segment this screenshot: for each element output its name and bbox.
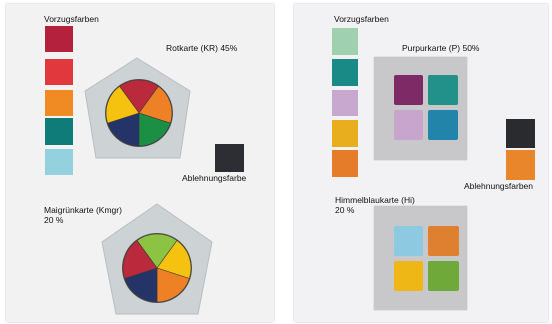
preferred-swatch: [332, 28, 358, 55]
maigreen-card-label: Maigrünkarte (Kmgr): [44, 205, 122, 215]
preferred-swatch: [45, 90, 73, 116]
left-photo-panel: Vorzugsfarben Rotkarte (KR) 45% Ablehnun…: [6, 4, 274, 322]
right-photo-panel: Vorzugsfarben Purpurkarte (P) 50% Ablehn…: [294, 4, 548, 322]
card-tile: [428, 261, 459, 291]
rejected-color-label: Ablehnungsfarbe: [182, 173, 247, 183]
preferred-swatch: [332, 90, 358, 116]
preferred-colors-label: Vorzugsfarben: [334, 14, 389, 24]
skyblue-card-percent: 20 %: [335, 205, 355, 215]
purple-card-label: Purpurkarte (P) 50%: [402, 43, 480, 53]
wheel-slice: [136, 233, 178, 269]
skyblue-card: [374, 206, 467, 310]
purple-card: [374, 57, 467, 160]
preferred-swatch: [332, 150, 358, 177]
wheel-slice: [119, 79, 159, 114]
red-card-pentagon: [84, 57, 191, 159]
wheel-slice: [138, 85, 173, 124]
wheel-slice: [105, 85, 140, 124]
preferred-colors-label: Vorzugsfarben: [44, 14, 99, 24]
card-tile: [428, 226, 459, 256]
wheel-slice: [124, 267, 158, 303]
wheel-slice: [156, 267, 190, 303]
card-tile: [394, 110, 423, 140]
rejected-swatch: [506, 119, 535, 148]
card-tile: [394, 226, 423, 256]
rejected-colors-label: Ablehnungsfarben: [464, 181, 534, 191]
preferred-swatch: [45, 118, 73, 145]
maigreen-card-pentagon: [101, 203, 213, 315]
preferred-swatch: [45, 26, 73, 52]
skyblue-card-label: Himmelblaukarte (Hi): [335, 195, 415, 205]
red-card-label: Rotkarte (KR) 45%: [166, 43, 238, 53]
card-tile: [394, 75, 423, 105]
card-tile: [428, 75, 458, 105]
wheel-slice: [107, 112, 140, 147]
red-card-color-wheel: [105, 79, 173, 147]
card-tile: [394, 261, 423, 291]
wheel-slice: [156, 240, 192, 279]
rejected-swatch: [506, 150, 535, 180]
card-tile: [428, 110, 458, 140]
rejected-swatch: [215, 144, 244, 172]
maigreen-card-percent: 20 %: [44, 215, 64, 225]
wheel-slice: [138, 112, 171, 147]
wheel-slice: [122, 240, 158, 279]
maigreen-card-color-wheel: [122, 233, 192, 303]
preferred-swatch: [332, 59, 358, 86]
preferred-swatch: [332, 120, 358, 147]
preferred-swatch: [45, 149, 73, 175]
preferred-swatch: [45, 59, 73, 85]
